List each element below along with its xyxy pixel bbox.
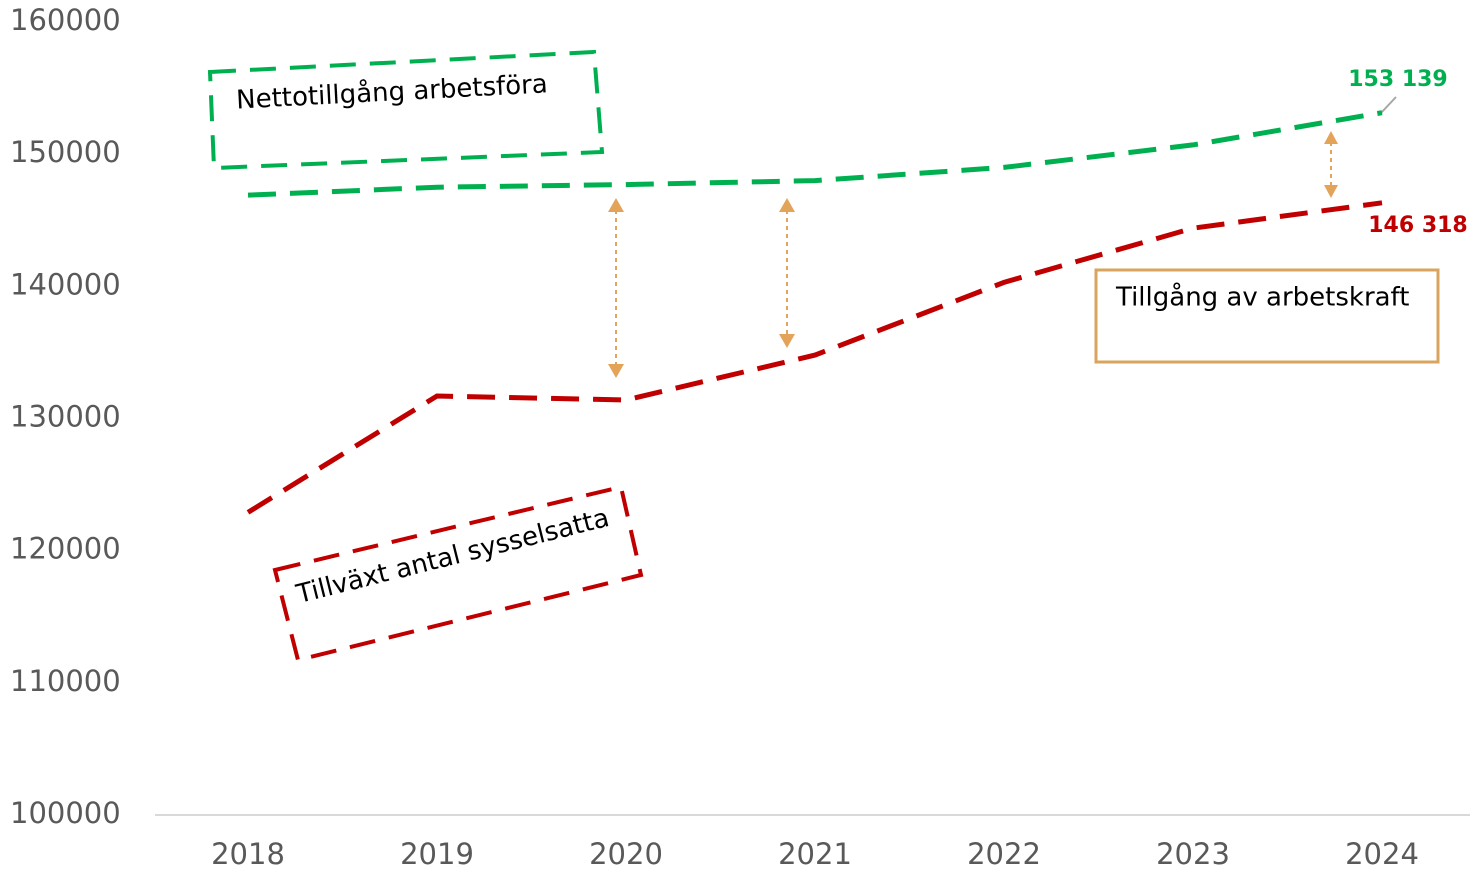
data-label: 146 318 [1368, 213, 1468, 238]
y-tick-label: 120000 [10, 532, 121, 566]
x-tick-label: 2022 [967, 837, 1041, 871]
series-line [247, 110, 1383, 198]
data-label: 153 139 [1348, 67, 1448, 92]
series-label: Nettotillgång arbetsföra [235, 68, 548, 115]
series-box [272, 484, 644, 663]
y-tick-label: 160000 [10, 3, 121, 37]
gap-arrows [608, 131, 1338, 378]
y-tick-label: 130000 [10, 400, 121, 434]
series-box [207, 49, 605, 171]
x-tick-label: 2019 [400, 837, 474, 871]
y-tick-label: 140000 [10, 267, 121, 301]
x-tick-label: 2020 [589, 837, 663, 871]
y-tick-label: 150000 [10, 135, 121, 169]
x-tick-label: 2023 [1156, 837, 1230, 871]
annotation-box [1094, 268, 1440, 364]
y-tick-label: 100000 [10, 796, 121, 830]
x-tick-label: 2018 [211, 837, 285, 871]
x-tick-label: 2021 [778, 837, 852, 871]
leader-line [1380, 96, 1397, 114]
y-tick-label: 110000 [10, 664, 121, 698]
x-tick-label: 2024 [1345, 837, 1419, 871]
series-line [246, 200, 1383, 515]
annotation: Tillgång av arbetskraft [1115, 282, 1409, 313]
